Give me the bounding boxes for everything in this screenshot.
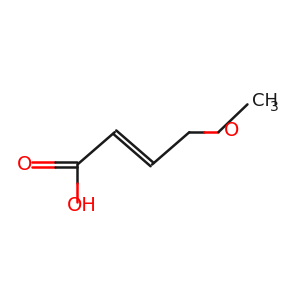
Text: 3: 3 (270, 100, 279, 114)
Text: O: O (224, 122, 239, 140)
Text: O: O (17, 155, 32, 174)
Text: CH: CH (252, 92, 278, 110)
Text: OH: OH (67, 196, 97, 215)
